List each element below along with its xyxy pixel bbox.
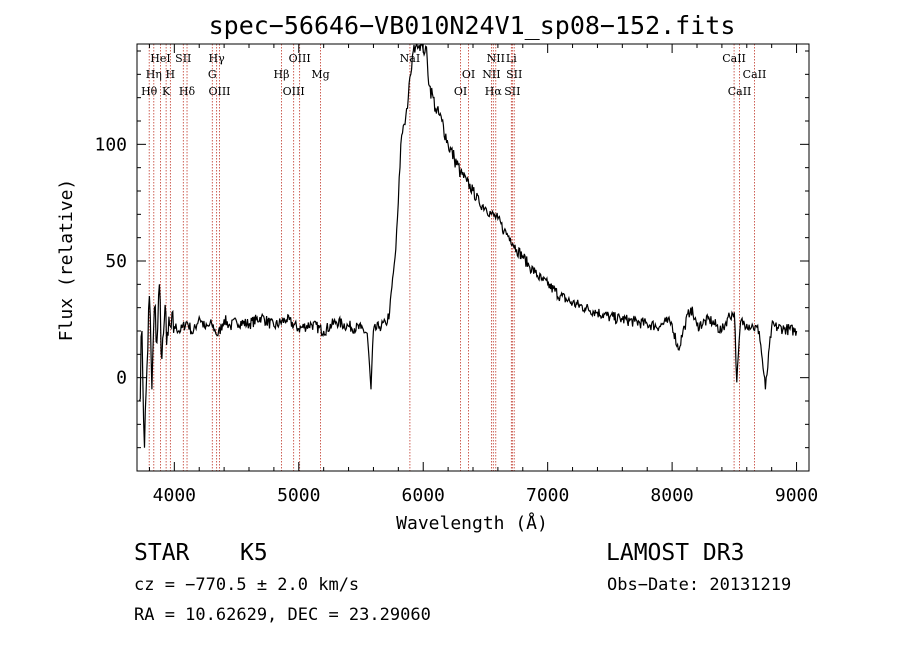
line-label: OIII bbox=[208, 85, 230, 98]
cz-label: cz = −770.5 ± 2.0 km/s bbox=[134, 575, 359, 595]
line-label: OIII bbox=[289, 52, 311, 65]
line-label: Hα bbox=[485, 85, 503, 98]
line-label: Hδ bbox=[179, 85, 196, 98]
y-axis-label: Flux (relative) bbox=[56, 179, 77, 342]
line-label: OI bbox=[454, 85, 467, 98]
line-label: Hγ bbox=[209, 52, 226, 65]
y-tick-label: 100 bbox=[94, 134, 127, 155]
x-tick-label: 9000 bbox=[775, 485, 818, 506]
class-label: STAR bbox=[134, 540, 190, 566]
x-tick-label: 4000 bbox=[153, 485, 196, 506]
obs-date-label: Obs−Date: 20131219 bbox=[607, 575, 791, 595]
line-label: Hβ bbox=[274, 68, 290, 81]
line-label: SII bbox=[175, 52, 191, 65]
line-label: H bbox=[166, 68, 176, 81]
line-label: NII bbox=[482, 68, 500, 81]
line-label: CaII bbox=[728, 85, 752, 98]
line-label: HeI bbox=[150, 52, 170, 65]
x-tick-label: 8000 bbox=[650, 485, 693, 506]
y-tick-label: 0 bbox=[116, 368, 127, 389]
emission-line-labels: HθHηHeIKHSIIHδHγGOIIIHβOIIIOIIIMgNaIOIOI… bbox=[141, 52, 766, 98]
x-tick-label: 7000 bbox=[526, 485, 569, 506]
x-tick-label: 6000 bbox=[402, 485, 445, 506]
spectrum-series-line bbox=[138, 44, 798, 448]
subclass-label: K5 bbox=[240, 540, 268, 566]
line-label: SII bbox=[506, 68, 522, 81]
x-tick-label: 5000 bbox=[277, 485, 320, 506]
x-axis-label: Wavelength (Å) bbox=[396, 512, 548, 534]
chart-title: spec−56646−VB010N24V1_sp08−152.fits bbox=[209, 11, 736, 40]
plot-frame bbox=[136, 43, 810, 472]
line-label: Mg bbox=[311, 68, 329, 81]
line-label: K bbox=[162, 85, 171, 98]
line-label: NaI bbox=[400, 52, 421, 65]
line-label: NII bbox=[487, 52, 505, 65]
line-label: OI bbox=[462, 68, 475, 81]
line-label: G bbox=[208, 68, 217, 81]
survey-label: LAMOST DR3 bbox=[606, 540, 744, 566]
y-tick-label: 50 bbox=[105, 251, 127, 272]
line-label: CaII bbox=[743, 68, 767, 81]
axis-ticks: 4000 5000 6000 7000 8000 9000 0 50 100 bbox=[94, 44, 818, 506]
line-label: CaII bbox=[722, 52, 746, 65]
line-label: SII bbox=[504, 85, 520, 98]
line-label: Hθ bbox=[141, 85, 158, 98]
emission-line-markers bbox=[148, 44, 755, 471]
line-label: Li bbox=[506, 52, 517, 65]
coords-label: RA = 10.62629, DEC = 23.29060 bbox=[134, 605, 431, 625]
line-label: Hη bbox=[146, 68, 162, 81]
line-label: OIII bbox=[283, 85, 305, 98]
